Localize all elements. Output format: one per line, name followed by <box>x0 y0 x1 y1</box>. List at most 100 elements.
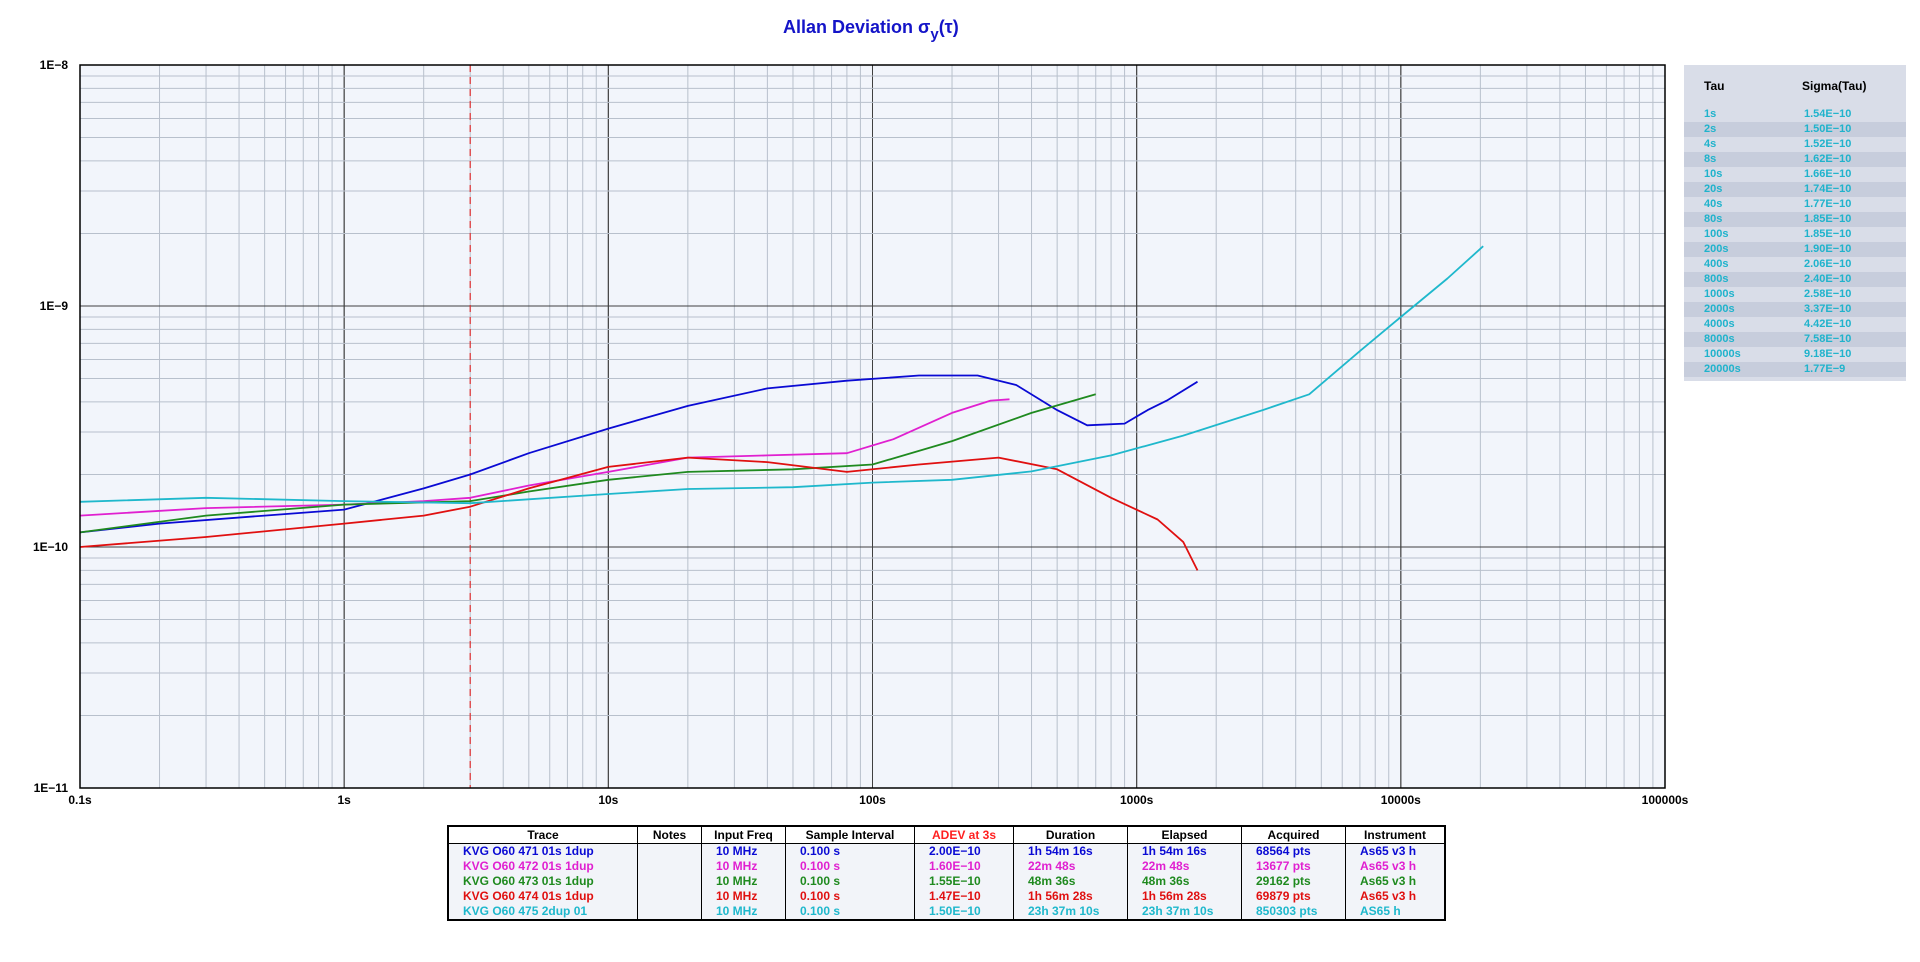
legend-cell-duration: 1h 56m 28s <box>1013 889 1128 904</box>
sigma-value: 1.54E−10 <box>1804 108 1852 120</box>
sigma-row: 8s 1.62E−10 <box>1684 152 1906 167</box>
legend-cell-sample-interval: 0.100 s <box>785 904 915 920</box>
legend-cell-trace-name: KVG O60 473 01s 1dup <box>447 874 638 889</box>
x-tick-label: 10000s <box>1381 793 1421 807</box>
tau-value: 1s <box>1704 108 1717 120</box>
tau-value: 100s <box>1704 228 1729 240</box>
sigma-row: 2000s 3.37E−10 <box>1684 302 1906 317</box>
legend-cell-acquired: 29162 pts <box>1241 874 1346 889</box>
legend-cell-adev-value: 1.50E−10 <box>914 904 1014 920</box>
tau-value: 800s <box>1704 273 1729 285</box>
legend-cell-duration: 48m 36s <box>1013 874 1128 889</box>
legend-cell-adev-value: 1.60E−10 <box>914 859 1014 874</box>
legend-row: KVG O60 474 01s 1dup 10 MHz 0.100 s 1.47E−1… <box>447 889 1446 904</box>
sigma-value: 2.40E−10 <box>1804 273 1852 285</box>
legend-cell-instrument: As65 v3 h <box>1345 889 1446 904</box>
chart-title-main: Allan Deviation σ <box>783 17 930 37</box>
legend-row: KVG O60 473 01s 1dup 10 MHz 0.100 s 1.55E−1… <box>447 874 1446 889</box>
x-tick-label: 100000s <box>1642 793 1689 807</box>
x-tick-label: 0.1s <box>68 793 92 807</box>
sigma-row: 200s 1.90E−10 <box>1684 242 1906 257</box>
legend-cell-input-freq: 10 MHz <box>701 904 786 920</box>
tau-value: 40s <box>1704 198 1723 210</box>
sigma-value: 1.74E−10 <box>1804 183 1852 195</box>
sigma-row: 10s 1.66E−10 <box>1684 167 1906 182</box>
legend-cell-notes <box>637 843 702 859</box>
sigma-value: 1.85E−10 <box>1804 213 1852 225</box>
legend-cell-duration: 1h 54m 16s <box>1013 843 1128 859</box>
chart-title: Allan Deviation σy(τ) <box>783 17 959 43</box>
y-tick-label: 1E−11 <box>34 781 69 795</box>
sigma-value: 3.37E−10 <box>1804 303 1852 315</box>
series-line <box>79 456 1199 571</box>
header-elapsed: Elapsed <box>1127 825 1242 844</box>
legend-cell-trace-name: KVG O60 475 2dup 01 <box>447 904 638 920</box>
tau-value: 2000s <box>1704 303 1735 315</box>
sigma-row: 10000s 9.18E−10 <box>1684 347 1906 362</box>
plot-frame <box>79 64 1666 789</box>
legend-body: KVG O60 471 01s 1dup 10 MHz 0.100 s 2.00E−1… <box>447 843 1446 920</box>
x-tick-label: 100s <box>859 793 886 807</box>
header-duration: Duration <box>1013 825 1128 844</box>
legend-cell-sample-interval: 0.100 s <box>785 843 915 859</box>
legend-cell-acquired: 68564 pts <box>1241 843 1346 859</box>
legend-cell-input-freq: 10 MHz <box>701 874 786 889</box>
sigma-row: 8000s 7.58E−10 <box>1684 332 1906 347</box>
x-tick-label: 1000s <box>1120 793 1154 807</box>
legend-cell-adev-value: 2.00E−10 <box>914 843 1014 859</box>
legend-header-row: Trace Notes Input Freq Sample Interval A… <box>447 825 1446 844</box>
sigma-row: 20s 1.74E−10 <box>1684 182 1906 197</box>
legend-cell-input-freq: 10 MHz <box>701 889 786 904</box>
chart-title-sub: y <box>930 26 939 43</box>
legend-cell-instrument: As65 v3 h <box>1345 859 1446 874</box>
sigma-value: 1.77E−9 <box>1804 363 1846 375</box>
sigma-row: 100s 1.85E−10 <box>1684 227 1906 242</box>
header-sample-interval: Sample Interval <box>785 825 915 844</box>
legend-cell-instrument: AS65 h <box>1345 904 1446 920</box>
legend-cell-elapsed: 1h 56m 28s <box>1127 889 1242 904</box>
y-tick-label: 1E−9 <box>40 299 69 313</box>
sigma-tau-table: Tau Sigma(Tau) 1s 1.54E−10 2s 1.50E−10 4s 1.5… <box>1684 65 1906 381</box>
legend-cell-input-freq: 10 MHz <box>701 843 786 859</box>
grid-lines <box>79 64 1666 789</box>
legend-cell-notes <box>637 874 702 889</box>
y-tick-label: 1E−8 <box>40 58 69 72</box>
sigma-value: 7.58E−10 <box>1804 333 1852 345</box>
sigma-row: 2s 1.50E−10 <box>1684 122 1906 137</box>
tau-value: 4000s <box>1704 318 1735 330</box>
header-instrument: Instrument <box>1345 825 1446 844</box>
sigma-value: 1.85E−10 <box>1804 228 1852 240</box>
series-lines <box>79 245 1484 571</box>
sigma-row: 400s 2.06E−10 <box>1684 257 1906 272</box>
legend-cell-elapsed: 23h 37m 10s <box>1127 904 1242 920</box>
sigma-value: 1.66E−10 <box>1804 168 1852 180</box>
tau-value: 80s <box>1704 213 1723 225</box>
legend-cell-elapsed: 48m 36s <box>1127 874 1242 889</box>
sigma-rows: 1s 1.54E−10 2s 1.50E−10 4s 1.52E−10 8s 1.62E−10… <box>1684 107 1906 377</box>
tau-value: 10s <box>1704 168 1723 180</box>
sigma-value: 1.90E−10 <box>1804 243 1852 255</box>
sigma-value: 9.18E−10 <box>1804 348 1852 360</box>
x-tick-label: 1s <box>337 793 351 807</box>
legend-cell-duration: 22m 48s <box>1013 859 1128 874</box>
legend-cell-sample-interval: 0.100 s <box>785 889 915 904</box>
legend-cell-notes <box>637 889 702 904</box>
legend-cell-input-freq: 10 MHz <box>701 859 786 874</box>
header-notes: Notes <box>637 825 702 844</box>
sigma-value: 4.42E−10 <box>1804 318 1852 330</box>
header-acquired: Acquired <box>1241 825 1346 844</box>
sigma-header: Sigma(Tau) <box>1802 79 1867 93</box>
legend-cell-sample-interval: 0.100 s <box>785 874 915 889</box>
sigma-row: 1s 1.54E−10 <box>1684 107 1906 122</box>
trace-legend-table: Trace Notes Input Freq Sample Interval A… <box>447 825 1446 921</box>
series-line <box>79 245 1484 505</box>
legend-cell-trace-name: KVG O60 472 01s 1dup <box>447 859 638 874</box>
legend-cell-acquired: 13677 pts <box>1241 859 1346 874</box>
sigma-row: 80s 1.85E−10 <box>1684 212 1906 227</box>
sigma-value: 1.52E−10 <box>1804 138 1852 150</box>
legend-cell-duration: 23h 37m 10s <box>1013 904 1128 920</box>
legend-cell-adev-value: 1.47E−10 <box>914 889 1014 904</box>
legend-cell-trace-name: KVG O60 474 01s 1dup <box>447 889 638 904</box>
tau-value: 200s <box>1704 243 1729 255</box>
sigma-row: 800s 2.40E−10 <box>1684 272 1906 287</box>
